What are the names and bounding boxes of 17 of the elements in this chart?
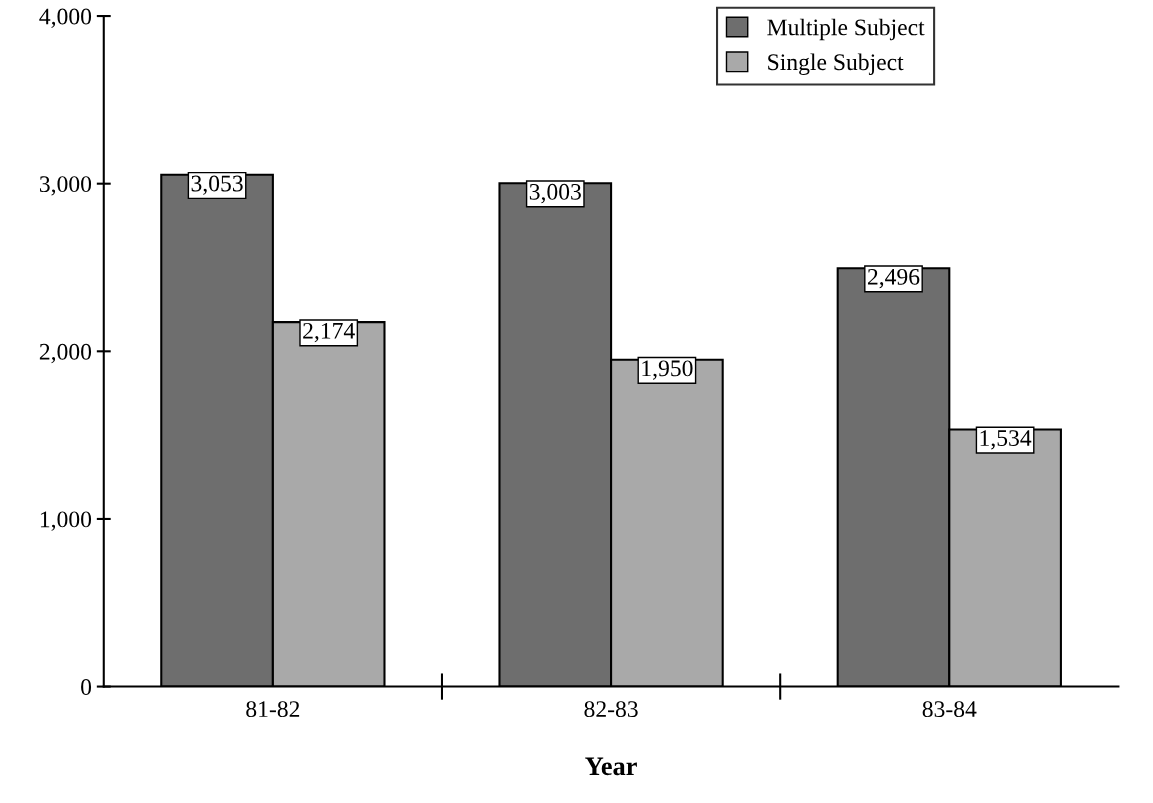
y-tick-label: 3,000: [39, 176, 92, 196]
legend-label: Multiple Subject: [767, 18, 925, 41]
data-label: 3,053: [191, 175, 243, 195]
x-tick-label: 82-83: [584, 701, 638, 718]
legend-label: Single Subject: [768, 53, 904, 76]
data-label: 2,496: [867, 268, 920, 289]
data-label: 1,534: [980, 430, 1032, 450]
y-tick-label: 4,000: [39, 8, 92, 28]
y-tick-label: 2,000: [39, 343, 92, 364]
data-label: 3,003: [529, 183, 581, 204]
data-label: 2,174: [303, 322, 355, 343]
data-label: 1,950: [642, 360, 693, 380]
y-tick-label: 0: [81, 679, 92, 695]
x-tick-label: 83-84: [922, 701, 977, 718]
x-tick-label: 81-82: [246, 701, 300, 718]
x-axis-title: Year: [585, 757, 637, 776]
y-tick-label: 1,000: [40, 511, 92, 531]
